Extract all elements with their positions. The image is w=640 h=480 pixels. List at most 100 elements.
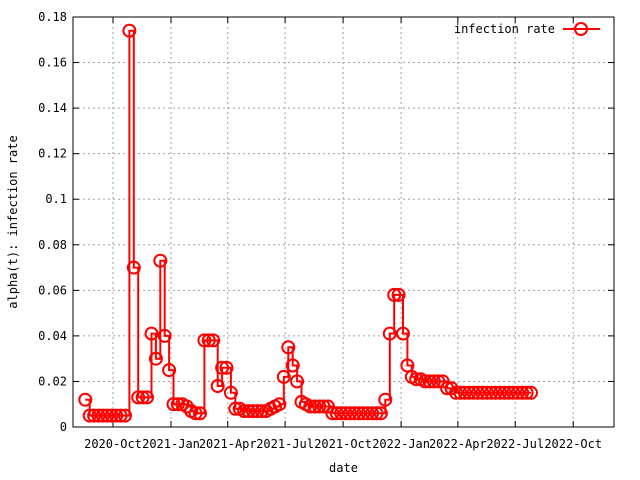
- data-point: [118, 408, 132, 423]
- y-axis-ticks: 0 0.02 0.04 0.06 0.08 0.1 0.12 0.14 0.16 0.18: [38, 10, 614, 434]
- data-point: [162, 363, 177, 378]
- data-point: [250, 404, 265, 419]
- y-tick-label: 0.06: [38, 283, 67, 297]
- data-point: [91, 408, 106, 423]
- data-point: [285, 358, 300, 373]
- legend-marker: [574, 22, 588, 36]
- data-point: [246, 404, 260, 419]
- y-tick-label: 0.12: [38, 147, 67, 161]
- data-point: [241, 404, 256, 419]
- data-point: [166, 397, 181, 412]
- data-point: [493, 385, 508, 400]
- data-point: [272, 397, 287, 412]
- data-point: [210, 379, 225, 393]
- data-point: [497, 385, 512, 400]
- data-point: [316, 399, 331, 414]
- data-point: [144, 326, 159, 341]
- y-tick-label: 0.04: [38, 329, 67, 343]
- data-point: [365, 406, 380, 421]
- data-point: [140, 390, 154, 405]
- data-point: [153, 253, 168, 268]
- data-point: [219, 360, 234, 375]
- data-point: [515, 385, 530, 400]
- x-tick-label: 2022-Jan: [372, 437, 430, 451]
- data-point: [276, 369, 291, 384]
- data-point: [126, 260, 141, 275]
- data-point: [378, 392, 393, 407]
- data-point: [506, 385, 521, 400]
- data-point: [360, 406, 375, 421]
- y-tick-label: 0.18: [38, 10, 67, 24]
- data-point: [78, 392, 93, 407]
- data-point: [254, 404, 269, 419]
- data-point: [228, 401, 243, 416]
- data-point: [135, 390, 150, 405]
- data-point: [422, 374, 437, 389]
- data-point: [303, 399, 318, 414]
- data-point: [122, 23, 137, 38]
- data-point: [223, 385, 238, 400]
- data-point: [524, 385, 538, 400]
- data-point: [131, 390, 146, 405]
- y-axis-label: alpha(t): infection rate: [6, 135, 20, 308]
- data-point: [373, 406, 388, 421]
- x-tick-label: 2022-Jul: [486, 437, 544, 451]
- grid: [73, 17, 614, 427]
- data-point: [87, 408, 102, 423]
- y-tick-label: 0.1: [45, 192, 67, 206]
- x-tick-label: 2021-Oct: [314, 437, 372, 451]
- data-point: [197, 333, 212, 348]
- data-point: [462, 385, 477, 400]
- data-point: [351, 406, 366, 421]
- data-point: [95, 408, 110, 423]
- data-point: [215, 360, 230, 375]
- y-tick-label: 0.16: [38, 56, 67, 70]
- data-point: [387, 287, 402, 302]
- x-tick-label: 2021-Jan: [142, 437, 200, 451]
- x-tick-label: 2020-Oct: [84, 437, 142, 451]
- data-point: [148, 351, 163, 366]
- data-point: [329, 406, 344, 421]
- data-point: [100, 408, 115, 423]
- data-point: [369, 406, 384, 421]
- data-point: [519, 385, 534, 400]
- legend-label: infection rate: [454, 22, 555, 36]
- data-point: [475, 385, 490, 400]
- data-point: [325, 406, 340, 421]
- series-layer: [78, 23, 538, 423]
- plot-frame: [72, 16, 615, 428]
- data-point: [82, 408, 97, 423]
- series-line: [85, 29, 531, 417]
- data-point: [179, 399, 194, 414]
- data-point: [382, 326, 397, 341]
- y-tick-label: 0.02: [38, 374, 67, 388]
- data-point: [484, 385, 499, 400]
- data-point: [334, 406, 349, 421]
- legend: infection rate: [454, 22, 600, 36]
- data-point: [193, 406, 207, 421]
- data-point: [466, 385, 481, 400]
- y-tick-label: 0.14: [38, 101, 67, 115]
- data-point: [206, 333, 221, 348]
- data-point: [170, 397, 185, 412]
- data-point: [488, 385, 503, 400]
- data-point: [471, 385, 485, 400]
- data-point: [104, 408, 119, 423]
- x-tick-label: 2021-Apr: [199, 437, 257, 451]
- x-tick-label: 2021-Jul: [256, 437, 314, 451]
- data-point: [356, 406, 371, 421]
- data-point: [307, 399, 322, 414]
- data-point: [188, 406, 203, 421]
- data-point: [453, 385, 468, 400]
- data-point: [201, 333, 216, 348]
- data-point: [347, 406, 362, 421]
- data-point: [457, 385, 472, 400]
- data-point: [396, 326, 410, 341]
- data-point: [510, 385, 525, 400]
- x-tick-label: 2022-Apr: [429, 437, 487, 451]
- data-point: [312, 399, 327, 414]
- data-point: [435, 374, 450, 389]
- y-tick-label: 0: [60, 420, 67, 434]
